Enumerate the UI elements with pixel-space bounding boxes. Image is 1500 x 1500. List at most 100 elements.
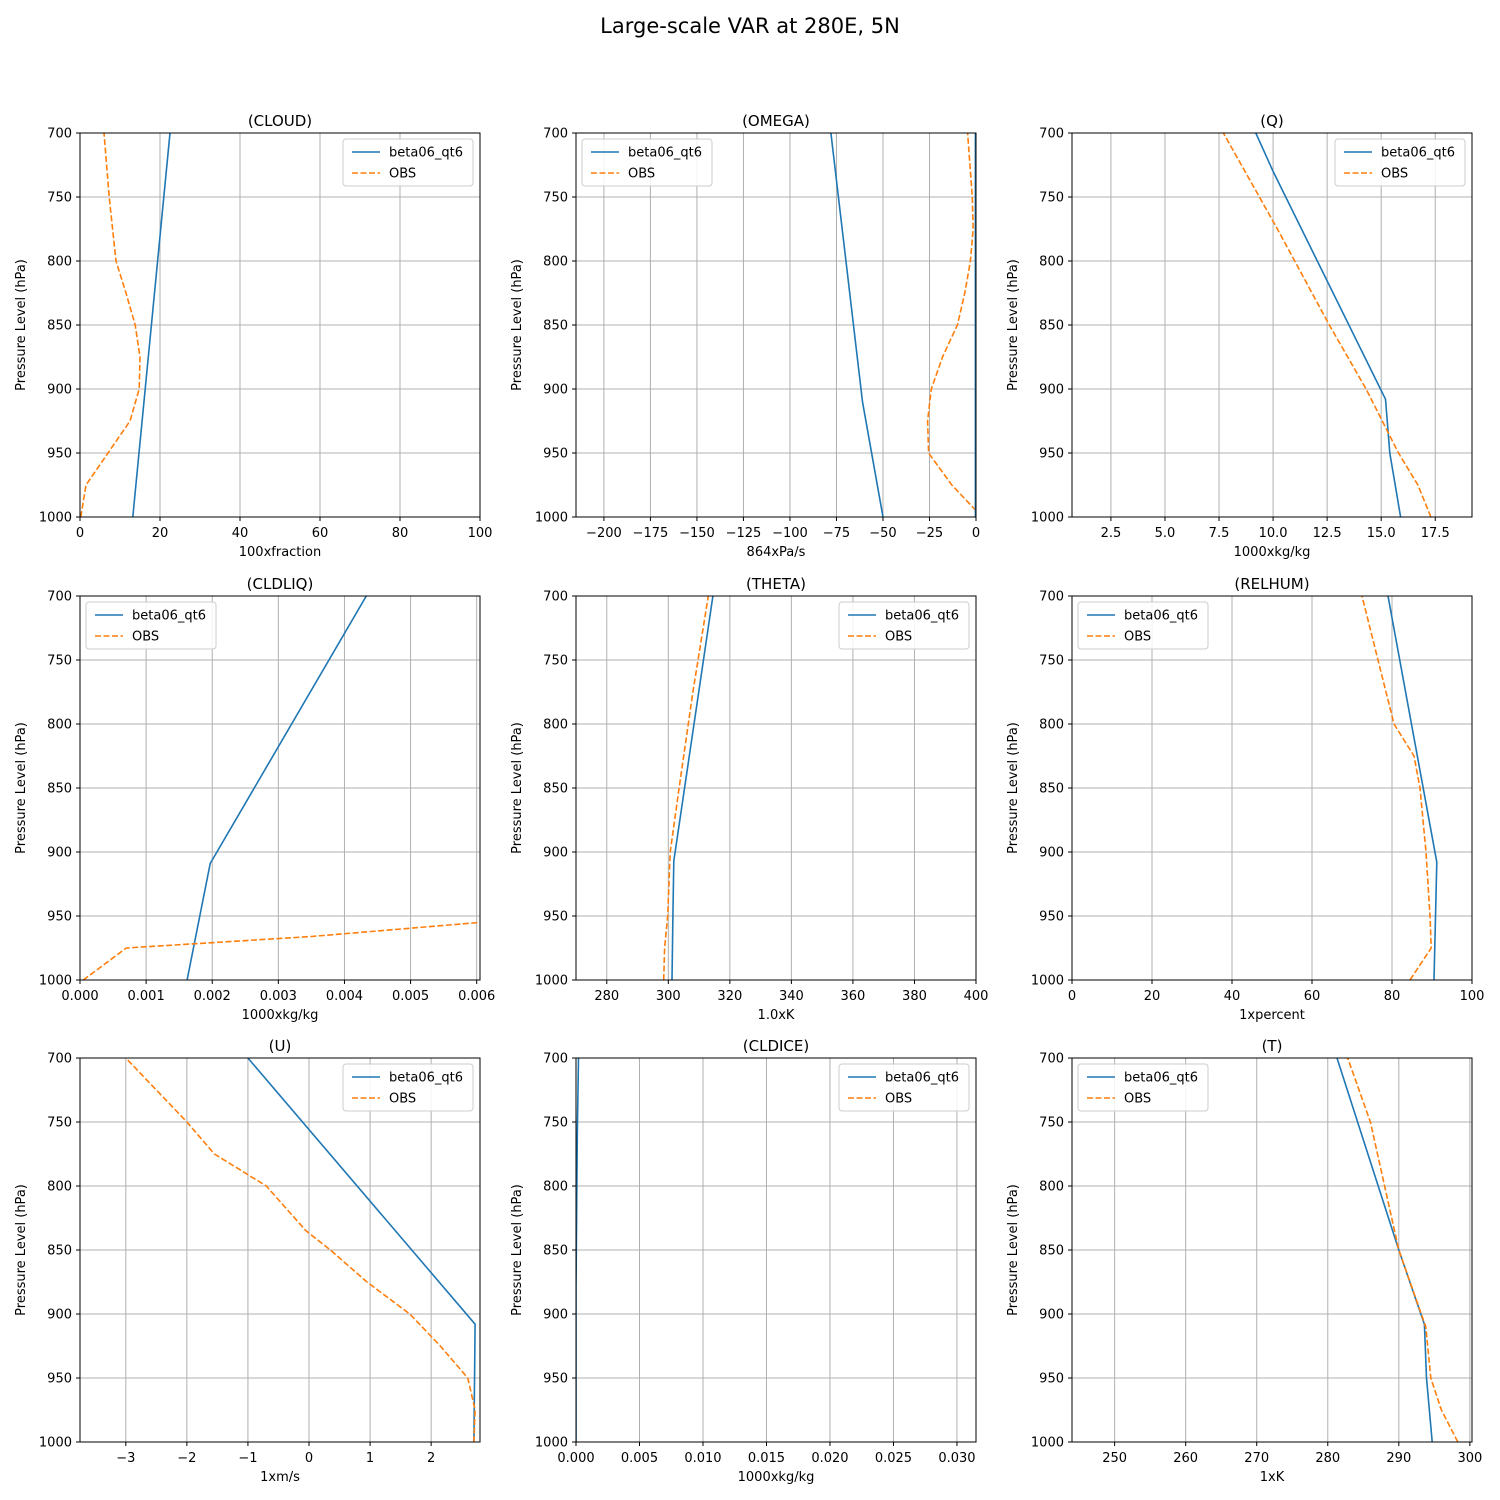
beta06_qt6-line xyxy=(1255,133,1402,517)
subplot-title: (T) xyxy=(1262,1037,1283,1055)
subplot-title: (U) xyxy=(269,1037,292,1055)
legend: beta06_qt6 OBS xyxy=(581,138,713,187)
y-tick-label: 950 xyxy=(47,447,72,462)
legend: beta06_qt6 OBS xyxy=(85,601,217,650)
subplot-title: (THETA) xyxy=(746,575,806,593)
y-tick-label: 850 xyxy=(543,782,568,797)
x-tick-label: 0.001 xyxy=(128,989,165,1004)
x-tick-label: 320 xyxy=(717,989,742,1004)
axes-frame xyxy=(575,1057,977,1443)
axes-frame xyxy=(79,595,481,981)
legend-label: beta06_qt6 xyxy=(628,146,702,161)
legend-label: OBS xyxy=(1124,1092,1151,1107)
y-axis-label: Pressure Level (hPa) xyxy=(14,1184,29,1316)
subplot-8: 0.000 0.005 0.010 0.015 0.020 0.025 0.030 700 75… xyxy=(510,1037,977,1485)
x-tick-label: 80 xyxy=(1384,989,1401,1004)
y-tick-label: 800 xyxy=(47,718,72,733)
y-tick-label: 850 xyxy=(543,1244,568,1259)
y-tick-label: 900 xyxy=(1039,1308,1064,1323)
legend: beta06_qt6 OBS xyxy=(342,1063,474,1112)
legend: beta06_qt6 OBS xyxy=(838,1063,970,1112)
x-tick-label: −125 xyxy=(726,526,762,541)
y-tick-label: 850 xyxy=(1039,1244,1064,1259)
legend-label: beta06_qt6 xyxy=(885,1071,959,1086)
y-tick-label: 1000 xyxy=(1031,974,1064,989)
legend-label: OBS xyxy=(389,167,416,182)
x-tick-label: 2 xyxy=(427,1451,435,1466)
x-tick-label: 380 xyxy=(902,989,927,1004)
y-tick-label: 750 xyxy=(543,654,568,669)
y-tick-label: 700 xyxy=(1039,1052,1064,1067)
subplot-title: (CLDLIQ) xyxy=(247,575,314,593)
y-tick-label: 700 xyxy=(1039,590,1064,605)
x-tick-label: 100 xyxy=(1460,989,1485,1004)
y-tick-label: 800 xyxy=(1039,718,1064,733)
x-tick-label: 20 xyxy=(152,526,169,541)
x-tick-label: 0.025 xyxy=(875,1451,912,1466)
legend-box xyxy=(838,601,970,650)
beta06_qt6-line xyxy=(186,596,367,980)
x-tick-label: 0.003 xyxy=(260,989,297,1004)
legend: beta06_qt6 OBS xyxy=(1077,601,1209,650)
y-tick-label: 700 xyxy=(543,127,568,142)
x-tick-label: 250 xyxy=(1102,1451,1127,1466)
y-tick-label: 850 xyxy=(1039,319,1064,334)
y-tick-label: 750 xyxy=(1039,654,1064,669)
legend: beta06_qt6 OBS xyxy=(1077,1063,1209,1112)
x-tick-label: 40 xyxy=(232,526,249,541)
y-tick-label: 950 xyxy=(543,1372,568,1387)
y-tick-label: 950 xyxy=(1039,1372,1064,1387)
x-tick-label: 80 xyxy=(392,526,409,541)
y-tick-label: 1000 xyxy=(535,511,568,526)
figure-title: Large-scale VAR at 280E, 5N xyxy=(600,14,900,38)
OBS-line xyxy=(926,133,976,512)
x-tick-label: 0.005 xyxy=(621,1451,658,1466)
y-tick-label: 700 xyxy=(47,590,72,605)
legend-box xyxy=(342,138,474,187)
x-axis-label: 1xpercent xyxy=(1239,1008,1305,1023)
x-tick-label: −100 xyxy=(772,526,808,541)
x-tick-label: 0.004 xyxy=(326,989,363,1004)
x-tick-label: 5.0 xyxy=(1155,526,1176,541)
y-tick-label: 800 xyxy=(47,1180,72,1195)
y-tick-label: 900 xyxy=(47,846,72,861)
x-tick-label: −1 xyxy=(238,1451,257,1466)
legend-label: beta06_qt6 xyxy=(1381,146,1455,161)
x-tick-label: 0 xyxy=(76,526,84,541)
x-tick-label: 360 xyxy=(841,989,866,1004)
x-axis-label: 1xm/s xyxy=(260,1470,300,1485)
x-axis-label: 1000xkg/kg xyxy=(738,1470,815,1485)
x-tick-label: −75 xyxy=(823,526,850,541)
y-axis-label: Pressure Level (hPa) xyxy=(510,259,525,391)
y-tick-label: 900 xyxy=(47,383,72,398)
y-axis-label: Pressure Level (hPa) xyxy=(1006,1184,1021,1316)
y-tick-label: 750 xyxy=(543,191,568,206)
x-tick-label: 15.0 xyxy=(1367,526,1396,541)
y-tick-label: 1000 xyxy=(39,974,72,989)
x-tick-label: 60 xyxy=(312,526,329,541)
y-tick-label: 750 xyxy=(1039,191,1064,206)
y-tick-label: 800 xyxy=(1039,255,1064,270)
OBS-line xyxy=(82,921,480,980)
axes-frame xyxy=(575,595,977,981)
y-tick-label: 900 xyxy=(543,1308,568,1323)
x-tick-label: 60 xyxy=(1304,989,1321,1004)
y-tick-label: 1000 xyxy=(535,974,568,989)
y-tick-label: 750 xyxy=(47,1116,72,1131)
y-tick-label: 700 xyxy=(47,1052,72,1067)
x-tick-label: 100 xyxy=(468,526,493,541)
x-tick-label: 300 xyxy=(656,989,681,1004)
y-tick-label: 900 xyxy=(47,1308,72,1323)
y-tick-label: 900 xyxy=(543,846,568,861)
legend-label: OBS xyxy=(885,1092,912,1107)
x-tick-label: 17.5 xyxy=(1421,526,1450,541)
beta06_qt6-line xyxy=(576,1058,580,1442)
y-tick-label: 950 xyxy=(1039,910,1064,925)
subplot-title: (Q) xyxy=(1260,112,1284,130)
axes-frame xyxy=(575,132,977,518)
y-axis-label: Pressure Level (hPa) xyxy=(510,1184,525,1316)
legend-box xyxy=(1077,601,1209,650)
legend-box xyxy=(581,138,713,187)
x-tick-label: 270 xyxy=(1244,1451,1269,1466)
x-tick-label: −50 xyxy=(869,526,896,541)
